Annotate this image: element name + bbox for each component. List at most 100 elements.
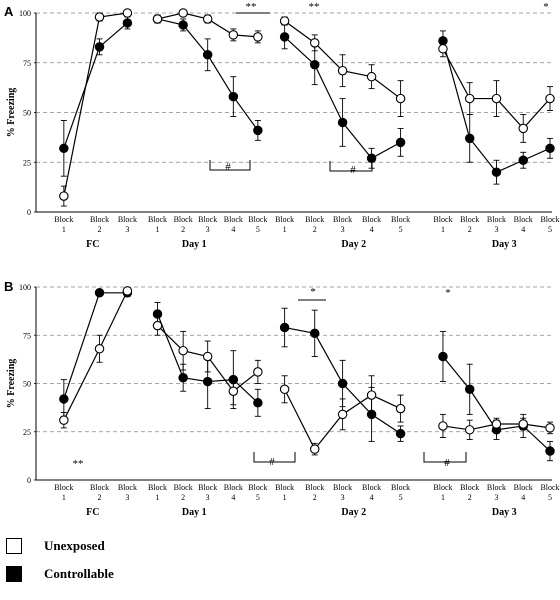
block-number: 1: [156, 493, 160, 502]
unexposed-line: [63, 12, 128, 197]
session-label: Day 3: [492, 507, 517, 518]
block-label: Block: [248, 215, 267, 224]
block-number: 3: [341, 225, 345, 234]
block-number: 1: [441, 225, 445, 234]
block-number: 2: [181, 493, 185, 502]
block-number: 4: [231, 493, 235, 502]
y-tick-label: 100: [19, 9, 31, 18]
block-label: Block: [540, 483, 559, 492]
unexposed-point: [202, 14, 213, 24]
block-number: 4: [370, 493, 374, 502]
block-label: Block: [305, 483, 324, 492]
block-number: 4: [370, 225, 374, 234]
y-tick-label: 75: [23, 331, 31, 340]
controllable-point: [518, 155, 528, 166]
block-number: 5: [256, 225, 260, 234]
unexposed-point: [59, 191, 69, 201]
block-number: 1: [62, 493, 66, 502]
block-number: 2: [468, 225, 472, 234]
y-axis-label: % Freezing: [6, 88, 17, 138]
session-label: Day 3: [492, 239, 517, 250]
controllable-line: [63, 22, 128, 149]
unexposed-point: [152, 14, 163, 24]
block-label: Block: [90, 483, 109, 492]
block-number: 1: [441, 493, 445, 502]
unexposed-point: [491, 419, 502, 429]
controllable-point: [202, 376, 213, 387]
block-number: 3: [206, 493, 210, 502]
block-number: 2: [98, 493, 102, 502]
unexposed-point: [395, 403, 406, 414]
unexposed-point: [395, 93, 406, 104]
session-label: Day 2: [341, 239, 366, 250]
unexposed-swatch: [6, 538, 22, 554]
unexposed-point: [464, 93, 475, 104]
controllable-point: [202, 50, 213, 60]
controllable-point: [309, 59, 320, 70]
session-label: FC: [86, 507, 99, 518]
block-number: 4: [231, 225, 235, 234]
significance-bracket: [329, 161, 373, 172]
block-label: Block: [174, 215, 193, 224]
significance-mark: *: [445, 287, 451, 299]
block-label: Block: [275, 483, 294, 492]
controllable-point: [395, 137, 406, 148]
unexposed-point: [122, 286, 133, 296]
controllable-point: [395, 428, 406, 439]
block-label: Block: [487, 483, 506, 492]
block-number: 2: [313, 225, 317, 234]
block-label: Block: [305, 215, 324, 224]
controllable-swatch: [6, 566, 22, 582]
controllable-point: [279, 32, 290, 42]
block-label: Block: [248, 483, 267, 492]
block-label: Block: [514, 483, 533, 492]
block-number: 4: [521, 493, 525, 502]
unexposed-point: [178, 8, 188, 18]
block-number: 5: [548, 225, 552, 234]
block-number: 3: [125, 225, 129, 234]
legend-unexposed: Unexposed: [6, 538, 105, 554]
block-label: Block: [362, 483, 381, 492]
y-tick-label: 75: [23, 59, 31, 68]
unexposed-point: [309, 444, 320, 454]
controllable-point: [253, 125, 263, 136]
significance-mark: #: [444, 457, 450, 469]
block-number: 1: [156, 225, 160, 234]
panel-label: B: [4, 279, 13, 294]
block-number: 2: [98, 225, 102, 234]
significance-bracket: [253, 452, 296, 463]
block-number: 3: [494, 225, 498, 234]
controllable-point: [464, 384, 475, 395]
y-tick-label: 50: [23, 109, 31, 118]
unexposed-point: [59, 415, 69, 425]
unexposed-point: [337, 65, 348, 76]
unexposed-point: [438, 421, 448, 431]
block-number: 2: [468, 493, 472, 502]
block-label: Block: [333, 215, 352, 224]
controllable-point: [545, 143, 555, 154]
controllable-point: [464, 133, 475, 144]
block-number: 3: [494, 493, 498, 502]
controllable-point: [438, 351, 448, 362]
block-number: 3: [341, 493, 345, 502]
block-label: Block: [433, 483, 452, 492]
controllable-point: [59, 394, 69, 404]
block-number: 2: [313, 493, 317, 502]
controllable-point: [337, 117, 348, 128]
significance-mark: **: [309, 1, 320, 13]
significance-mark: *: [543, 1, 549, 13]
block-number: 1: [283, 493, 287, 502]
block-label: Block: [460, 215, 479, 224]
y-tick-label: 25: [23, 158, 31, 167]
block-label: Block: [540, 215, 559, 224]
block-label: Block: [487, 215, 506, 224]
significance-mark: **: [73, 458, 84, 470]
block-label: Block: [362, 215, 381, 224]
